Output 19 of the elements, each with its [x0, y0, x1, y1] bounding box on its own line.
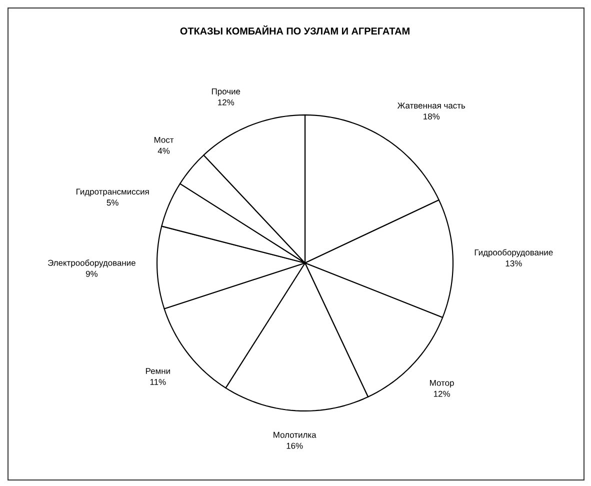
slice-label: Мост: [154, 136, 174, 143]
data-label: 9%: [86, 270, 98, 277]
slice-label: Жатвенная часть: [397, 102, 466, 109]
data-label: 13%: [506, 260, 522, 266]
slice-label: Мотор: [430, 380, 454, 388]
slice-label: Гидрооборудование: [474, 249, 553, 258]
slice-label: Молотилка: [274, 432, 316, 438]
slice-label: Прочие: [212, 88, 240, 96]
chart-title: ОТКАЗЫ КОМБАЙНА ПО УЗЛАМ И АГРЕГАТАМ: [180, 25, 410, 35]
slice-label: Ремни: [146, 368, 170, 374]
slice-label: Электрооборудование: [48, 260, 136, 268]
data-label: 5%: [106, 200, 118, 206]
data-label: 12%: [218, 99, 234, 106]
data-label: 11%: [150, 379, 166, 385]
slice-label: Гидротрансмиссия: [76, 188, 149, 196]
data-label: 12%: [434, 390, 450, 397]
data-label: 4%: [158, 148, 170, 154]
data-label: 16%: [286, 442, 303, 449]
data-label: 18%: [424, 114, 440, 120]
